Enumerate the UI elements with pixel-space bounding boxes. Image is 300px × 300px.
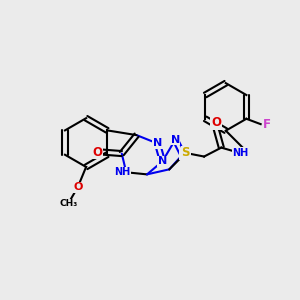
Text: S: S [182,146,190,160]
Text: O: O [73,182,83,192]
Text: N: N [158,156,167,166]
Text: NH: NH [115,167,131,177]
Text: NH: NH [232,148,248,158]
Text: N: N [171,135,180,145]
Text: CH₃: CH₃ [59,199,77,208]
Text: N: N [180,149,189,160]
Text: O: O [92,146,102,159]
Text: O: O [211,116,221,130]
Text: N: N [153,139,162,148]
Text: F: F [263,118,271,130]
